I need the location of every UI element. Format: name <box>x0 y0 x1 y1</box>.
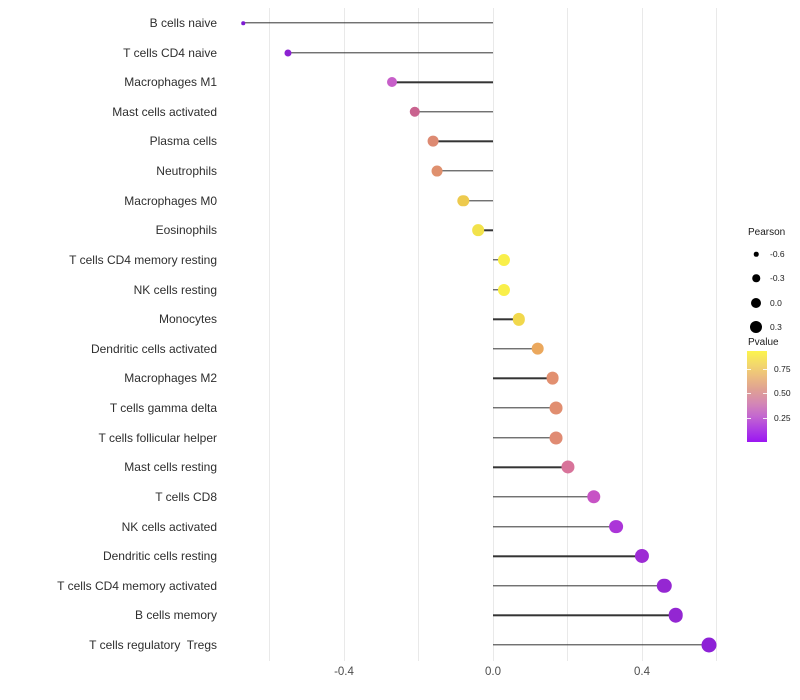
lollipop-point <box>531 342 545 356</box>
pvalue-colorbar-tick <box>763 368 767 370</box>
y-axis-label: T cells CD4 naive <box>123 45 217 60</box>
lollipop-stem <box>493 614 676 617</box>
lollipop-point <box>634 549 650 564</box>
pvalue-colorbar-tick <box>747 393 751 395</box>
lollipop-stem <box>493 348 538 350</box>
lollipop-point <box>549 401 563 415</box>
lollipop-point <box>472 224 484 237</box>
y-axis-label: B cells memory <box>134 608 217 623</box>
y-axis-label: T cells CD4 memory resting <box>69 252 217 267</box>
x-gridline <box>343 8 345 661</box>
lollipop-point <box>657 578 672 593</box>
lollipop-stem <box>243 22 493 24</box>
x-gridline <box>641 8 643 661</box>
lollipop-point <box>498 253 511 266</box>
lollipop-point <box>241 21 246 25</box>
y-axis-label: Dendritic cells resting <box>102 549 217 564</box>
lollipop-stem <box>437 170 493 172</box>
lollipop-point <box>609 519 623 534</box>
size-legend-label: 0.3 <box>770 321 782 332</box>
lollipop-point <box>586 490 601 504</box>
size-legend-label: -0.6 <box>770 249 785 259</box>
lollipop-point <box>512 313 526 326</box>
pvalue-colorbar-label: 0.75 <box>774 363 791 374</box>
lollipop-point <box>549 431 563 445</box>
pvalue-colorbar-tick <box>747 417 751 419</box>
size-legend-dot <box>752 274 760 283</box>
pvalue-colorbar-tick <box>747 368 751 370</box>
y-axis-label: NK cells resting <box>133 282 217 297</box>
lollipop-point <box>498 283 511 296</box>
y-axis-label: T cells follicular helper <box>98 430 218 445</box>
y-axis-label: T cells regulatory Tregs <box>89 638 217 653</box>
lollipop-point <box>668 608 683 623</box>
pvalue-colorbar-label: 0.50 <box>774 388 791 399</box>
lollipop-stem <box>493 377 553 380</box>
y-axis-label: T cells CD8 <box>155 489 217 504</box>
x-gridline <box>567 8 568 661</box>
lollipop-stem <box>414 111 493 113</box>
lollipop-stem <box>493 496 594 498</box>
x-axis-tick-label: -0.4 <box>334 666 354 678</box>
size-legend-dot <box>750 320 762 333</box>
y-axis-label: Eosinophils <box>155 223 217 238</box>
y-axis-label: Plasma cells <box>149 134 217 149</box>
y-axis-label: Dendritic cells activated <box>90 341 217 356</box>
y-axis-label: Mast cells resting <box>124 460 217 475</box>
y-axis-label: Neutrophils <box>156 164 217 179</box>
x-axis-tick-label: 0.0 <box>485 666 501 678</box>
x-axis-tick-label: 0.4 <box>634 666 650 678</box>
pvalue-gradient-bar <box>747 351 767 442</box>
lollipop-stem <box>493 318 520 320</box>
lollipop-point <box>701 637 717 653</box>
lollipop-stem <box>493 585 665 587</box>
lollipop-point <box>457 195 469 207</box>
y-axis-label: Macrophages M0 <box>124 193 217 208</box>
y-axis-label: B cells naive <box>149 16 217 30</box>
y-axis-label: T cells gamma delta <box>109 401 217 416</box>
lollipop-point <box>387 77 398 88</box>
y-axis-label: T cells CD4 memory activated <box>57 578 217 593</box>
lollipop-stem <box>493 555 642 557</box>
x-gridline <box>716 8 717 661</box>
lollipop-point <box>427 136 439 147</box>
lollipop-point <box>409 106 420 118</box>
lollipop-stem <box>493 525 616 528</box>
y-axis-label: Macrophages M2 <box>124 371 217 386</box>
x-gridline <box>269 8 270 661</box>
pvalue-colorbar-label: 0.25 <box>774 412 791 423</box>
lollipop-point <box>284 49 292 57</box>
size-legend-dot <box>751 297 761 308</box>
lollipop-stem <box>493 436 557 439</box>
lollipop-stem <box>493 407 557 409</box>
size-legend-label: -0.3 <box>770 273 785 284</box>
lollipop-stem <box>463 200 493 202</box>
size-legend-dot <box>753 251 759 257</box>
lollipop-stem <box>478 229 493 232</box>
pvalue-legend-title: Pvalue <box>748 337 779 348</box>
lollipop-stem <box>493 466 568 468</box>
y-axis-label: Macrophages M1 <box>124 75 217 90</box>
lollipop-stem <box>433 140 493 143</box>
lollipop-point <box>431 165 443 177</box>
lollipop-stem <box>493 644 710 646</box>
y-axis-label: Monocytes <box>158 312 217 327</box>
y-axis-label: Mast cells activated <box>112 104 217 119</box>
pvalue-colorbar-tick <box>763 393 767 395</box>
size-legend-label: 0.0 <box>770 297 782 308</box>
pearson-legend-title: Pearson <box>748 227 786 238</box>
x-gridline <box>492 8 494 661</box>
lollipop-stem <box>392 81 493 83</box>
lollipop-point <box>546 372 560 385</box>
lollipop-point <box>560 460 575 474</box>
x-gridline <box>418 8 419 661</box>
pvalue-colorbar-tick <box>763 417 767 419</box>
y-axis-label: NK cells activated <box>121 519 217 534</box>
lollipop-stem <box>288 51 493 54</box>
